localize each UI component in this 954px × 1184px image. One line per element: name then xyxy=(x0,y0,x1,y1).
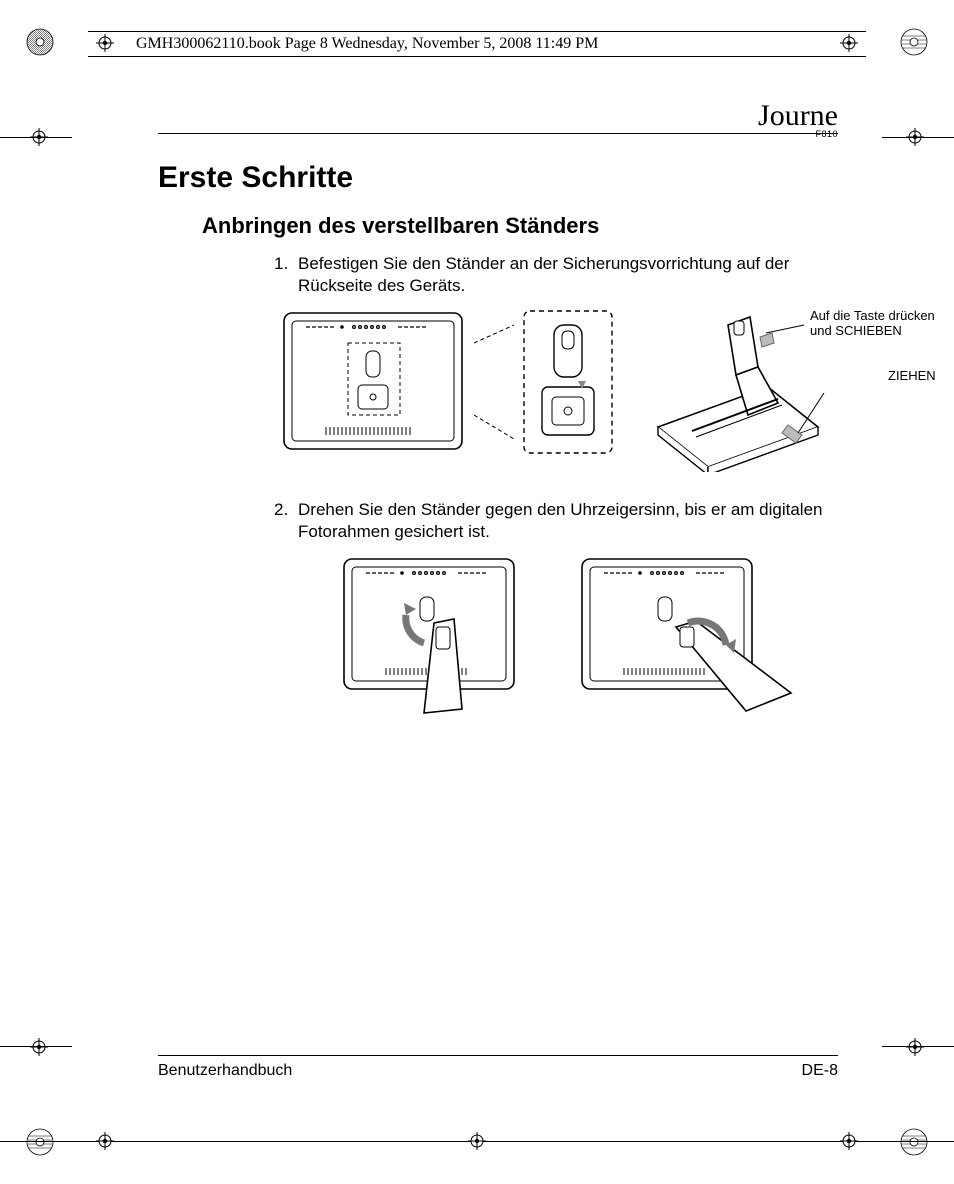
crosshair-icon xyxy=(468,1132,486,1150)
step-number: 1. xyxy=(274,253,288,275)
crosshair-icon xyxy=(906,1038,924,1056)
print-header: GMH300062110.book Page 8 Wednesday, Nove… xyxy=(88,31,866,57)
crop-rule xyxy=(0,137,72,138)
step-2: 2. Drehen Sie den Ständer gegen den Uhrz… xyxy=(278,499,838,543)
step-text: Befestigen Sie den Ständer an der Sicher… xyxy=(298,254,789,295)
crosshair-icon xyxy=(30,1038,48,1056)
callout-line1: Auf die Taste drücken xyxy=(810,308,935,323)
crosshair-icon xyxy=(96,1132,114,1150)
figure-stand-icon xyxy=(628,307,828,472)
figure-rotate-left-icon xyxy=(338,553,548,718)
crosshair-icon xyxy=(840,1132,858,1150)
callout-pull-text: ZIEHEN xyxy=(888,368,936,383)
figure-frame-back-icon xyxy=(278,307,468,457)
brand-name: Journe xyxy=(758,101,838,131)
figure-row-1: Auf die Taste drücken und SCHIEBEN ZIEHE… xyxy=(278,307,838,477)
crop-rule xyxy=(882,1046,954,1047)
regmark-icon xyxy=(900,1128,928,1156)
file-info: GMH300062110.book Page 8 Wednesday, Nove… xyxy=(136,35,598,53)
figure-slot-closeup-icon xyxy=(520,307,616,457)
figure-row-2 xyxy=(338,553,838,718)
footer-rule xyxy=(158,1055,838,1056)
step-number: 2. xyxy=(274,499,288,521)
figure-rotate-right-icon xyxy=(576,553,801,718)
step-1: 1. Befestigen Sie den Ständer an der Sic… xyxy=(278,253,838,297)
footer-left: Benutzerhandbuch xyxy=(158,1062,292,1080)
crop-rule xyxy=(882,137,954,138)
step-text: Drehen Sie den Ständer gegen den Uhrzeig… xyxy=(298,500,823,541)
regmark-icon xyxy=(900,28,928,56)
header-rule xyxy=(158,133,838,134)
crop-rule xyxy=(0,1046,72,1047)
callout-press-push: Auf die Taste drücken und SCHIEBEN xyxy=(810,309,954,339)
leader-lines-icon xyxy=(474,307,514,457)
page-title: Erste Schritte xyxy=(158,161,838,195)
callout-line2: und SCHIEBEN xyxy=(810,323,902,338)
page-content: Journe F810 Erste Schritte Anbringen des… xyxy=(158,105,838,1084)
regmark-icon xyxy=(26,1128,54,1156)
callout-pull: ZIEHEN xyxy=(888,369,936,384)
footer-right: DE-8 xyxy=(802,1062,838,1080)
page-footer: Benutzerhandbuch DE-8 xyxy=(158,1062,838,1080)
regmark-icon xyxy=(26,28,54,56)
section-title: Anbringen des verstellbaren Ständers xyxy=(202,213,838,239)
